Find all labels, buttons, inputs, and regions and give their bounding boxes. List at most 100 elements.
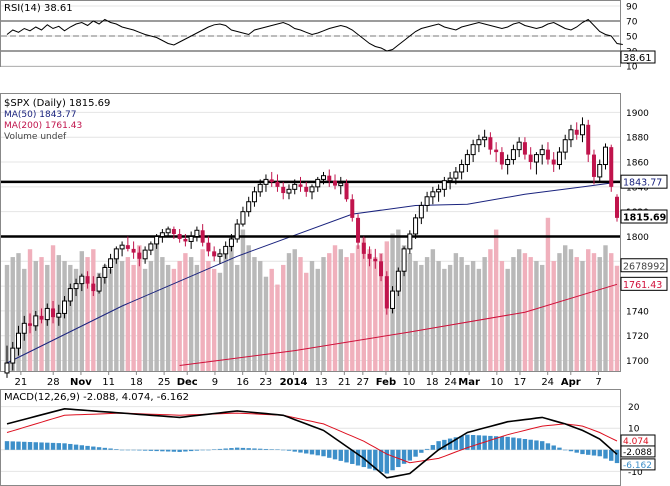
ma50-value-tag: 1843.77 bbox=[623, 178, 662, 189]
macd-histogram-bar bbox=[154, 449, 159, 452]
volume-bar bbox=[516, 249, 522, 371]
volume-bar bbox=[539, 264, 545, 371]
candle-body bbox=[304, 186, 309, 192]
macd-histogram-bar bbox=[275, 449, 280, 451]
close-value-tag-box bbox=[620, 209, 668, 224]
macd-histogram-bar bbox=[171, 449, 177, 452]
candle-body bbox=[424, 196, 430, 206]
volume-bar bbox=[465, 264, 470, 371]
candle-body bbox=[125, 245, 130, 249]
ma50-legend: MA(50) 1843.77 bbox=[4, 110, 76, 120]
volume-bar bbox=[102, 264, 108, 371]
x-tick-label: 25 bbox=[158, 377, 171, 388]
candle-body bbox=[447, 177, 453, 182]
candle-body bbox=[85, 276, 90, 284]
candle-body bbox=[246, 201, 252, 213]
macd-histogram-bar bbox=[378, 449, 384, 472]
macd-histogram-bar bbox=[493, 436, 499, 450]
volume-bar bbox=[4, 264, 10, 371]
volume-bar bbox=[436, 261, 441, 371]
macd-histogram-bar bbox=[568, 449, 574, 452]
candle-body bbox=[298, 184, 303, 187]
candle-body bbox=[154, 235, 160, 245]
macd-tick-label: 20 bbox=[628, 403, 640, 413]
price-legend: $SPX (Daily) 1815.69 bbox=[4, 98, 110, 109]
macd-histogram-bar bbox=[511, 437, 516, 450]
volume-bar bbox=[378, 253, 384, 371]
candle-body bbox=[177, 234, 182, 239]
volume-bar bbox=[79, 251, 85, 371]
macd-histogram-bar bbox=[298, 449, 303, 453]
price-tick-label: 1880 bbox=[626, 134, 649, 144]
volume-bar bbox=[597, 257, 602, 371]
macd-histogram-bar bbox=[16, 441, 21, 450]
candle-body bbox=[510, 149, 516, 161]
macd-value-tag: -2.088 bbox=[623, 448, 652, 458]
candle-body bbox=[206, 242, 211, 252]
macd-histogram-bar bbox=[73, 444, 79, 450]
volume-bar bbox=[16, 253, 21, 371]
x-tick-label: Mar bbox=[458, 377, 480, 388]
macd-histogram-bar bbox=[563, 449, 568, 451]
macd-histogram-bar bbox=[534, 440, 539, 450]
candle-body bbox=[436, 188, 442, 193]
macd-histogram-bar bbox=[315, 449, 320, 456]
macd-histogram-bar bbox=[309, 449, 315, 455]
macd-histogram-bar bbox=[200, 449, 205, 451]
macd-histogram-bar bbox=[188, 449, 194, 452]
volume-bar bbox=[10, 257, 15, 371]
ma200-value-tag: 1761.43 bbox=[623, 280, 662, 291]
volume-bar bbox=[534, 261, 539, 371]
candle-body bbox=[269, 179, 274, 182]
macd-histogram-bar bbox=[557, 447, 562, 450]
macd-histogram-bar bbox=[528, 439, 533, 450]
candle-body bbox=[142, 249, 148, 260]
candle-body bbox=[516, 141, 522, 151]
macd-histogram-bar bbox=[516, 438, 522, 450]
volume-bar bbox=[229, 237, 234, 371]
ma50-line bbox=[6, 181, 618, 364]
macd-histogram-bar bbox=[470, 434, 476, 450]
candle-body bbox=[464, 154, 470, 166]
macd-histogram-bar bbox=[373, 449, 378, 471]
volume-bar bbox=[217, 272, 223, 371]
candle-body bbox=[401, 248, 407, 272]
price-tick-label: 1740 bbox=[626, 307, 649, 317]
volume-bar bbox=[275, 284, 280, 371]
macd-histogram-bar bbox=[108, 448, 113, 450]
x-tick-label: Dec bbox=[177, 377, 198, 388]
candle-body bbox=[597, 164, 603, 178]
macd-histogram-bar bbox=[194, 449, 200, 451]
macd-histogram-bar bbox=[217, 448, 223, 450]
candle-body bbox=[562, 139, 568, 153]
macd-histogram-bar bbox=[442, 439, 447, 450]
volume-bar bbox=[447, 264, 453, 371]
macd-histogram-bar bbox=[453, 437, 459, 450]
candle-body bbox=[56, 312, 62, 318]
candle-body bbox=[413, 217, 419, 235]
volume-bar bbox=[315, 268, 320, 371]
volume-bar bbox=[344, 257, 349, 371]
volume-bar bbox=[183, 253, 188, 371]
ma50-value-tag-box bbox=[620, 174, 668, 189]
candle-body bbox=[488, 137, 493, 150]
volume-bar bbox=[350, 253, 355, 371]
macd-histogram-bar bbox=[240, 447, 246, 450]
candle-body bbox=[609, 147, 614, 187]
volume-bar bbox=[551, 261, 556, 371]
price-tick-label: 1720 bbox=[626, 332, 649, 342]
candle-body bbox=[453, 171, 459, 179]
macd-histogram-bar bbox=[390, 449, 395, 471]
volume-bar bbox=[27, 249, 33, 371]
price-tick-label: 1700 bbox=[626, 357, 649, 367]
macd-histogram-bar bbox=[603, 449, 608, 459]
candle-body bbox=[223, 245, 229, 255]
volume-bar bbox=[73, 268, 79, 371]
candle-body bbox=[44, 307, 50, 321]
macd-histogram-bar bbox=[56, 443, 61, 450]
volume-bar bbox=[114, 253, 119, 371]
macd-histogram-bar bbox=[355, 449, 361, 466]
macd-histogram-bar bbox=[125, 449, 131, 451]
volume-bar bbox=[482, 257, 487, 371]
candle-body bbox=[286, 188, 292, 194]
